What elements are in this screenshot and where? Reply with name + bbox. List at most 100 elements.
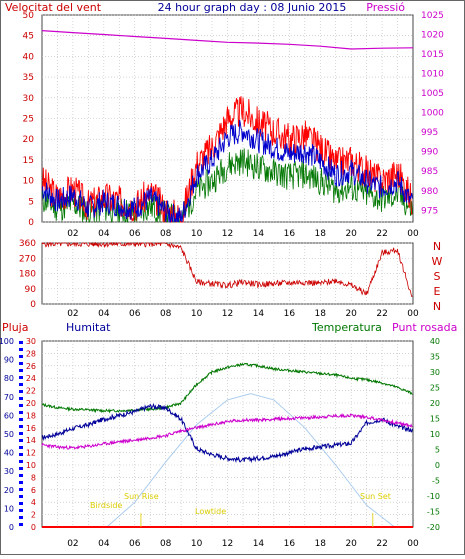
temperature-tick: 10 [430,430,440,439]
wind-x-tick: 02 [67,229,78,239]
rain-tick: 0 [31,523,36,532]
temperature-tick: -10 [427,492,440,501]
compass-label: N [433,300,441,313]
rain-tick: 4 [31,498,36,507]
humidity-tick: 0 [9,523,14,532]
header-left: Velocitat del vent [5,1,102,14]
wind-speed-tick: 10 [23,177,35,187]
pressure-tick: 990 [421,148,438,158]
compass-label: N [433,240,441,253]
temperature-tick: 25 [430,384,440,393]
wind-x-tick: 04 [98,229,110,239]
wind-speed-tick: 0 [28,218,34,228]
compass-label: W [432,255,443,268]
climate-x-tick: 12 [222,539,233,549]
header-right: Pressió [366,1,405,14]
compass-label: S [434,270,441,283]
climate-x-tick: 06 [129,539,141,549]
humidity-label: Humitat [66,321,111,334]
direction-x-tick: 14 [253,309,265,319]
direction-tick: 360 [19,239,36,249]
wind-x-tick: 00 [407,229,419,239]
rain-tick: 26 [26,362,36,371]
pressure-series [41,30,414,50]
temperature-tick: 5 [435,446,440,455]
humidity-series [41,402,413,464]
climate-x-tick: 18 [315,539,327,549]
wind-x-tick: 10 [191,229,203,239]
direction-tick: 0 [30,300,36,310]
humidity-tick: 100 [0,337,14,346]
pressure-tick: 1000 [421,109,444,119]
rain-tick: 14 [26,436,36,445]
direction-x-tick: 08 [160,309,172,319]
climate-x-tick: 20 [345,539,357,549]
wind-speed-tick: 40 [23,52,35,62]
direction-x-tick: 02 [67,309,78,319]
wind-x-tick: 08 [160,229,172,239]
climate-x-tick: 04 [98,539,110,549]
climate-x-tick: 22 [376,539,387,549]
direction-x-tick: 10 [191,309,203,319]
astro-label-sunrise: Sun Rise [124,492,159,501]
temperature-tick: 40 [430,337,440,346]
pressure-tick: 1025 [421,11,444,21]
astro-label-birdside: Birdside [90,501,122,510]
temperature-tick: -20 [427,523,440,532]
humidity-tick: 40 [4,449,14,458]
direction-x-tick: 16 [284,309,296,319]
humidity-tick: 20 [4,486,14,495]
wind-x-tick: 06 [129,229,141,239]
rain-tick: 10 [26,461,36,470]
climate-x-tick: 08 [160,539,172,549]
wind-speed-tick: 35 [23,73,34,83]
temperature-tick: 15 [430,415,440,424]
rain-tick: 16 [26,424,36,433]
wind-gust-series [41,96,413,223]
compass-label: E [434,285,441,298]
temperature-tick: 30 [430,368,440,377]
pressure-tick: 980 [421,187,438,197]
humidity-tick: 30 [4,467,14,476]
humidity-tick: 60 [4,411,14,420]
wind-x-tick: 22 [376,229,387,239]
direction-x-tick: 20 [345,309,357,319]
pressure-tick: 1020 [421,31,444,41]
header-title: 24 hour graph day : 08 Junio 2015 [158,1,347,14]
pressure-tick: 995 [421,128,438,138]
wind-direction-series [41,241,413,298]
temperature-series [41,362,413,414]
humidity-tick: 70 [4,393,14,402]
rain-tick: 28 [26,349,36,358]
rain-label: Pluja [2,321,28,334]
rain-tick: 30 [26,337,36,346]
wind-avg-series [41,119,413,223]
climate-x-tick: 00 [407,539,419,549]
temperature-tick: -15 [427,508,440,517]
wind-x-tick: 12 [222,229,233,239]
direction-x-tick: 12 [222,309,233,319]
climate-x-tick: 16 [284,539,296,549]
pressure-tick: 1015 [421,50,444,60]
direction-x-tick: 22 [376,309,387,319]
climate-x-tick: 14 [253,539,265,549]
temperature-tick: 35 [430,353,440,362]
wind-speed-tick: 30 [23,94,35,104]
pressure-tick: 975 [421,206,438,216]
wind-x-tick: 18 [315,229,327,239]
rain-tick: 18 [26,411,36,420]
wind-speed-tick: 45 [23,32,34,42]
temperature-tick: 20 [430,399,440,408]
wind-speed-tick: 20 [23,135,35,145]
rain-tick: 22 [26,387,36,396]
climate-x-tick: 02 [67,539,78,549]
direction-tick: 90 [25,285,37,295]
dew-point-series [41,412,413,451]
direction-x-tick: 00 [407,309,419,319]
wind-speed-tick: 15 [23,156,34,166]
wind-x-tick: 20 [345,229,357,239]
direction-x-tick: 06 [129,309,141,319]
wind-speed-tick: 5 [28,197,34,207]
humidity-tick: 80 [4,374,14,383]
